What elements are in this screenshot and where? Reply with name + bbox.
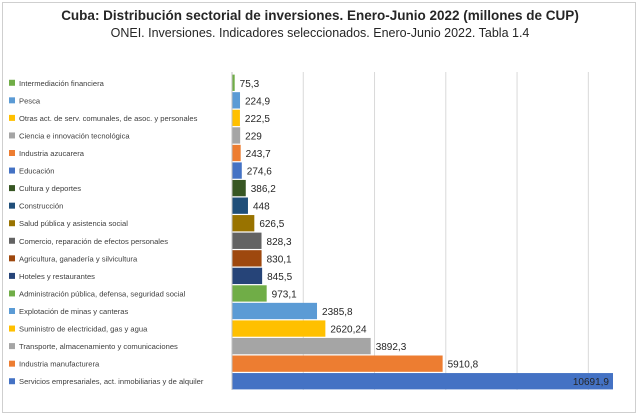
bar: [232, 302, 318, 320]
data-label: 10691,9: [573, 377, 610, 388]
legend-label: Hoteles y restaurantes: [19, 272, 95, 281]
data-label: 830,1: [267, 254, 292, 265]
legend-label: Agricultura, ganadería y silvicultura: [19, 254, 138, 263]
bar: [232, 285, 267, 302]
legend-label: Transporte, almacenamiento y comunicacio…: [19, 342, 178, 351]
legend-swatch: [9, 185, 15, 192]
legend-label: Educación: [19, 167, 54, 176]
data-label: 222,5: [245, 114, 270, 125]
bar: [232, 127, 241, 144]
legend-swatch: [9, 202, 15, 209]
data-label: 828,3: [267, 237, 292, 248]
legend-swatch: [9, 114, 15, 121]
legend-label: Intermediación financiera: [19, 79, 105, 88]
data-label: 2620,24: [330, 325, 367, 336]
legend-swatch: [9, 237, 15, 244]
legend-swatch: [9, 290, 15, 297]
legend-swatch: [9, 220, 15, 227]
legend-swatch: [9, 255, 15, 262]
legend-swatch: [9, 97, 15, 104]
legend-label: Administración pública, defensa, segurid…: [19, 289, 186, 298]
bar: [232, 109, 240, 127]
data-label: 2385,8: [322, 307, 353, 318]
legend-label: Ciencia e innovación tecnológica: [19, 131, 130, 140]
bar: [232, 232, 262, 249]
data-label: 626,5: [259, 219, 284, 230]
legend-label: Construcción: [19, 202, 63, 211]
bar: [232, 162, 242, 179]
data-label: 448: [253, 202, 270, 213]
data-label: 386,2: [251, 184, 276, 195]
legend-swatch: [9, 325, 15, 332]
legend-swatch: [9, 79, 15, 86]
data-label: 274,6: [247, 167, 272, 178]
legend-swatch: [9, 272, 15, 279]
legend-label: Pesca: [19, 96, 41, 105]
chart-subtitle: ONEI. Inversiones. Indicadores seleccion…: [110, 26, 530, 40]
data-label: 973,1: [272, 289, 297, 300]
legend-label: Comercio, reparación de efectos personal…: [19, 237, 168, 246]
data-label: 229: [245, 131, 262, 142]
legend-swatch: [9, 132, 15, 139]
chart-title: Cuba: Distribución sectorial de inversio…: [61, 8, 579, 23]
data-label: 5910,8: [448, 360, 479, 371]
data-label: 845,5: [267, 272, 292, 283]
legend-swatch: [9, 343, 15, 350]
legend-label: Otras act. de serv. comunales, de asoc. …: [19, 114, 198, 123]
data-label: 243,7: [246, 149, 271, 160]
legend-label: Servicios empresariales, act. inmobiliar…: [19, 377, 204, 386]
bar: [232, 355, 443, 372]
bar: [232, 215, 255, 232]
legend-swatch: [9, 360, 15, 367]
legend-swatch: [9, 150, 15, 156]
legend-label: Industria manufacturera: [19, 360, 100, 369]
bar: [232, 144, 241, 162]
legend-swatch: [9, 308, 15, 314]
bar: [232, 337, 371, 355]
legend-swatch: [9, 167, 15, 174]
legend-label: Explotación de minas y canteras: [19, 307, 129, 316]
data-label: 75,3: [240, 79, 260, 90]
bar: [232, 197, 248, 214]
bar: [232, 250, 262, 267]
bar: [232, 179, 246, 197]
legend-swatch: [9, 378, 15, 385]
data-label: 224,9: [245, 96, 270, 107]
bar: [232, 320, 326, 337]
legend-label: Salud pública y asistencia social: [19, 219, 128, 228]
bar: [232, 92, 241, 109]
bar: [232, 373, 613, 390]
bar: [232, 74, 235, 91]
legend-label: Suministro de electricidad, gas y agua: [19, 325, 148, 334]
legend-label: Cultura y deportes: [19, 184, 81, 193]
legend-label: Industria azucarera: [19, 149, 85, 158]
data-label: 3892,3: [376, 342, 407, 353]
bar: [232, 267, 263, 285]
